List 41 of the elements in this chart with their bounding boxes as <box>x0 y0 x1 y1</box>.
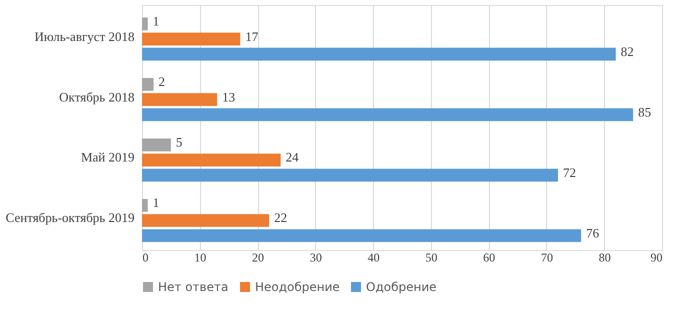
x-tick-label: 30 <box>310 250 322 264</box>
data-label: 1 <box>152 195 160 210</box>
x-tick-label: 20 <box>252 250 264 264</box>
data-label: 76 <box>586 225 600 240</box>
bar <box>142 214 270 227</box>
data-label: 5 <box>176 134 182 150</box>
bar <box>142 32 240 46</box>
x-tick-label: 90 <box>650 250 662 264</box>
data-label: 82 <box>620 44 634 59</box>
bar <box>142 229 582 242</box>
data-label: 24 <box>286 150 300 165</box>
data-label: 1 <box>152 14 160 29</box>
data-label: 72 <box>563 164 576 180</box>
bar <box>142 108 634 122</box>
data-label: 17 <box>245 28 259 44</box>
x-tick-label: 60 <box>483 250 496 264</box>
bar <box>142 154 281 166</box>
y-tick-label: Май 2019 <box>80 150 134 165</box>
x-tick-label: 70 <box>540 250 553 264</box>
legend-label: Неодобрение <box>255 280 340 294</box>
bar <box>142 138 171 152</box>
legend-label: Одобрение <box>366 280 437 294</box>
bar <box>142 93 218 106</box>
x-tick-label: 0 <box>142 250 148 264</box>
data-label: 13 <box>222 89 236 104</box>
data-label: 2 <box>158 74 166 90</box>
bar <box>142 17 148 30</box>
bar <box>142 48 616 61</box>
bar <box>142 198 148 212</box>
x-tick-label: 80 <box>598 250 611 264</box>
y-tick-label: Октябрь 2018 <box>59 89 134 104</box>
x-tick-label: 50 <box>425 250 438 264</box>
bar <box>142 78 154 91</box>
y-tick-label: Сентябрь-октябрь 2019 <box>6 210 134 226</box>
x-tick-label: 10 <box>194 250 206 264</box>
data-label: 22 <box>274 210 288 226</box>
data-label: 85 <box>638 104 652 120</box>
x-tick-label: 40 <box>368 250 380 264</box>
bar <box>142 168 558 182</box>
y-tick-label: Июль-август 2018 <box>34 28 134 44</box>
legend-label: Нет ответа <box>158 280 228 294</box>
